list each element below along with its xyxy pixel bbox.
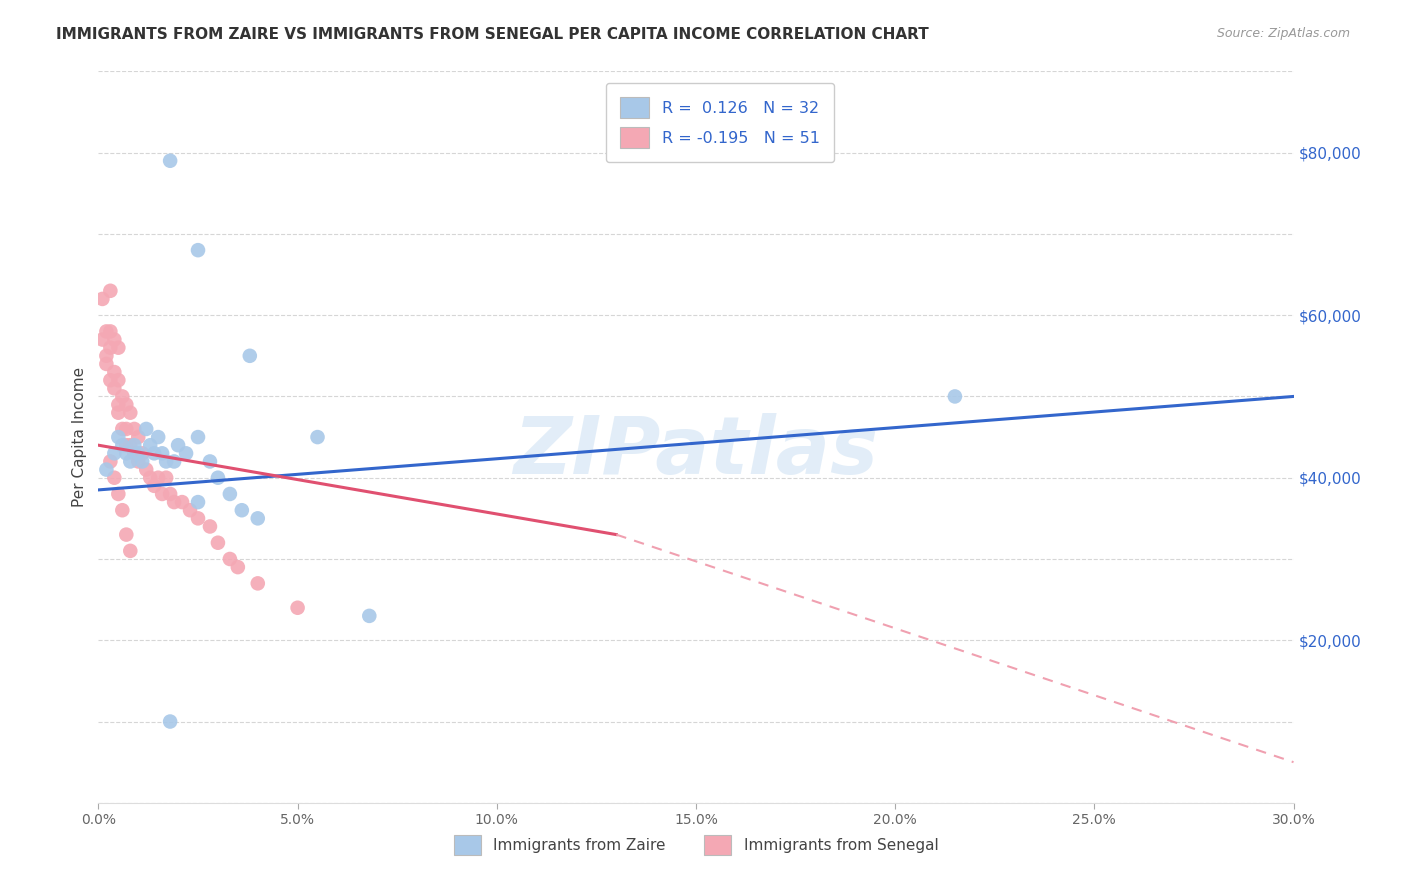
- Point: [187, 511, 209, 525]
- Text: IMMIGRANTS FROM ZAIRE VS IMMIGRANTS FROM SENEGAL PER CAPITA INCOME CORRELATION C: IMMIGRANTS FROM ZAIRE VS IMMIGRANTS FROM…: [56, 27, 929, 42]
- Point: [139, 471, 162, 485]
- Point: [163, 495, 186, 509]
- Point: [107, 487, 129, 501]
- Point: [150, 487, 173, 501]
- Point: [115, 422, 138, 436]
- Point: [115, 446, 138, 460]
- Point: [148, 430, 170, 444]
- Point: [231, 503, 253, 517]
- Point: [111, 422, 134, 436]
- Point: [148, 471, 170, 485]
- Point: [107, 398, 129, 412]
- Point: [163, 454, 186, 468]
- Point: [172, 495, 194, 509]
- Legend: Immigrants from Zaire, Immigrants from Senegal: Immigrants from Zaire, Immigrants from S…: [447, 830, 945, 861]
- Point: [246, 576, 269, 591]
- Point: [96, 462, 118, 476]
- Point: [127, 430, 149, 444]
- Point: [155, 454, 177, 468]
- Point: [107, 406, 129, 420]
- Point: [103, 365, 125, 379]
- Point: [159, 153, 181, 168]
- Y-axis label: Per Capita Income: Per Capita Income: [72, 367, 87, 508]
- Point: [98, 341, 122, 355]
- Text: ZIPatlas: ZIPatlas: [513, 413, 879, 491]
- Point: [120, 438, 142, 452]
- Point: [120, 406, 142, 420]
- Point: [139, 438, 162, 452]
- Point: [131, 446, 153, 460]
- Point: [187, 430, 209, 444]
- Point: [115, 527, 138, 541]
- Point: [124, 422, 146, 436]
- Point: [115, 438, 138, 452]
- Point: [103, 446, 125, 460]
- Point: [943, 389, 966, 403]
- Point: [219, 552, 242, 566]
- Point: [207, 471, 229, 485]
- Text: Source: ZipAtlas.com: Source: ZipAtlas.com: [1216, 27, 1350, 40]
- Point: [143, 479, 166, 493]
- Point: [198, 519, 221, 533]
- Point: [103, 471, 125, 485]
- Point: [98, 325, 122, 339]
- Point: [207, 535, 229, 549]
- Point: [167, 438, 190, 452]
- Point: [219, 487, 242, 501]
- Point: [198, 454, 221, 468]
- Point: [98, 454, 122, 468]
- Point: [127, 446, 149, 460]
- Point: [107, 341, 129, 355]
- Point: [103, 381, 125, 395]
- Point: [107, 430, 129, 444]
- Point: [359, 608, 381, 623]
- Point: [131, 454, 153, 468]
- Point: [111, 503, 134, 517]
- Point: [91, 333, 114, 347]
- Point: [143, 446, 166, 460]
- Point: [159, 487, 181, 501]
- Point: [239, 349, 262, 363]
- Point: [135, 462, 157, 476]
- Point: [155, 471, 177, 485]
- Point: [124, 438, 146, 452]
- Point: [226, 560, 249, 574]
- Point: [246, 511, 269, 525]
- Point: [150, 446, 173, 460]
- Point: [124, 446, 146, 460]
- Point: [127, 454, 149, 468]
- Point: [107, 373, 129, 387]
- Point: [187, 495, 209, 509]
- Point: [179, 503, 201, 517]
- Point: [103, 333, 125, 347]
- Point: [120, 454, 142, 468]
- Point: [91, 292, 114, 306]
- Point: [187, 243, 209, 257]
- Point: [98, 373, 122, 387]
- Point: [159, 714, 181, 729]
- Point: [135, 422, 157, 436]
- Point: [307, 430, 329, 444]
- Point: [115, 398, 138, 412]
- Point: [111, 438, 134, 452]
- Point: [287, 600, 309, 615]
- Point: [96, 325, 118, 339]
- Point: [111, 389, 134, 403]
- Point: [174, 446, 197, 460]
- Point: [96, 357, 118, 371]
- Point: [120, 544, 142, 558]
- Point: [98, 284, 122, 298]
- Point: [96, 349, 118, 363]
